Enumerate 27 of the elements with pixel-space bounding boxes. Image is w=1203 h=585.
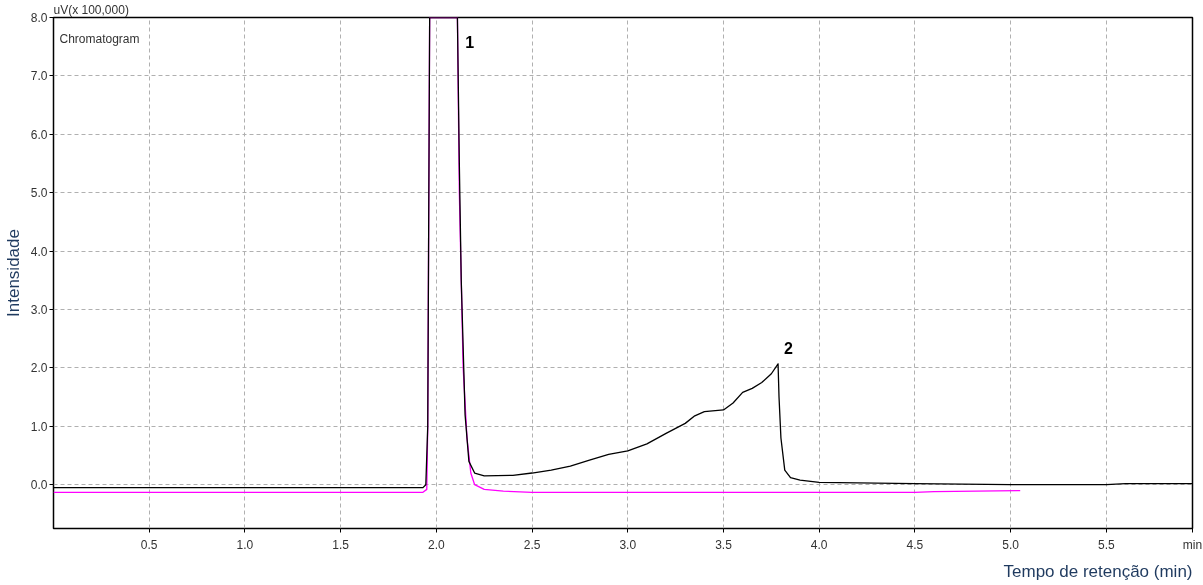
x-tick-label: 2.5: [523, 537, 541, 552]
x-tick-label: 1.5: [332, 537, 350, 552]
x-tick-label: 0.5: [140, 537, 158, 552]
y-tick-label: 2.0: [30, 361, 48, 376]
x-tick-label: 1.0: [236, 537, 254, 552]
annotation: Chromatogram: [59, 31, 140, 46]
y-tick-label: 5.0: [30, 186, 48, 201]
annotation: 1: [465, 34, 475, 52]
x-tick-label: 4.5: [906, 537, 924, 552]
x-tick-label: min: [1182, 537, 1203, 552]
y-tick-label: 4.0: [30, 244, 48, 259]
x-tick-label: 3.0: [619, 537, 637, 552]
x-tick-label: 3.5: [715, 537, 733, 552]
y-tick-label: 7.0: [30, 69, 48, 84]
y-tick-label: 3.0: [30, 303, 48, 317]
y-axis-title: Intensidade: [3, 229, 23, 317]
y-tick-label: 0.0: [30, 478, 48, 493]
x-tick-label: 4.0: [810, 537, 828, 552]
text: uV(x 100,000): [53, 3, 129, 17]
annotation: 2: [784, 339, 794, 357]
y-tick-label: 1.0: [30, 419, 48, 434]
y-tick-label: 6.0: [30, 127, 48, 142]
x-tick-label: 5.5: [1098, 537, 1116, 552]
x-axis-title: Tempo de retenção (min): [1003, 561, 1193, 581]
x-tick-label: 2.0: [428, 537, 446, 552]
x-tick-label: 5.0: [1002, 537, 1020, 552]
y-tick-label: 8.0: [30, 11, 48, 25]
